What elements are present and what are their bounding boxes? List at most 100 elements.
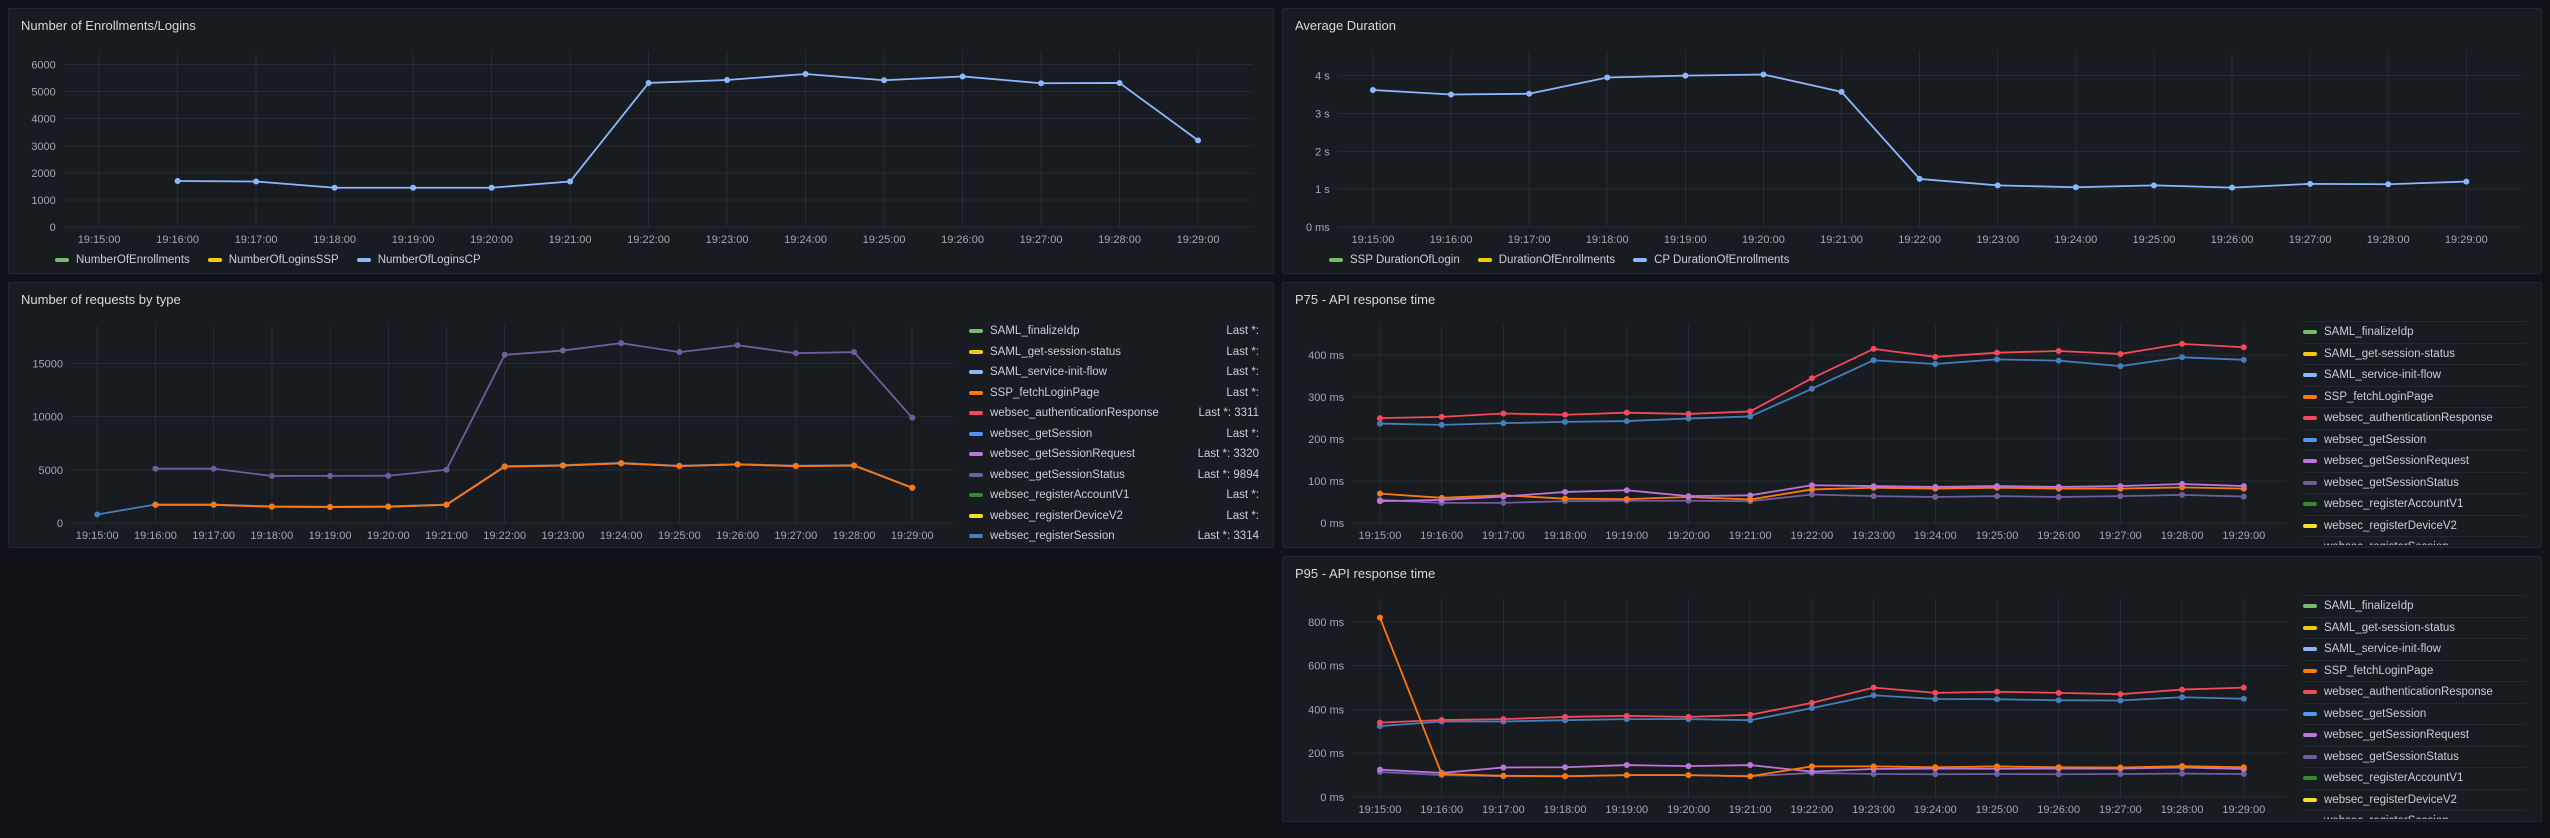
legend-item-NumberOfLoginsSSP[interactable]: NumberOfLoginsSSP (207, 254, 339, 266)
legend-item-websec_registerAccountV1[interactable]: websec_registerAccountV1 (2303, 493, 2527, 515)
legend-item-websec_registerAccountV1[interactable]: websec_registerAccountV1 (2303, 767, 2527, 789)
chart-area: 0 ms 1 s 2 s 3 s 4 s 19:15:00 19:16:00 19:17:00… (1285, 37, 2537, 249)
series-point (2055, 348, 2062, 355)
legend-item-DurationOfEnrollments[interactable]: DurationOfEnrollments (1477, 254, 1615, 266)
legend-label: SAML_get-session-status (2324, 621, 2456, 634)
legend-item-SAML_service-init-flow[interactable]: SAML_service-init-flow (2303, 638, 2527, 660)
legend-item-SAML_service-init-flow[interactable]: SAML_service-init-flow (2303, 364, 2527, 386)
legend-item-websec_getSession[interactable]: websec_getSession (2303, 428, 2527, 451)
legend-item-SAML_service-init-flow[interactable]: SAML_service-init-flow Last *: (969, 362, 1259, 383)
legend-item-SSP_fetchLoginPage[interactable]: SSP_fetchLoginPage (2303, 659, 2527, 682)
legend-label: websec_registerAccountV1 (2324, 772, 2464, 785)
legend-item-SSP DurationOfLogin[interactable]: SSP DurationOfLogin (1329, 254, 1460, 266)
x-tick-label: 19:23:00 (542, 530, 585, 542)
x-tick-label: 19:16:00 (1420, 804, 1463, 816)
legend-item-NumberOfLoginsCP[interactable]: NumberOfLoginsCP (356, 254, 481, 266)
series-CP DurationOfEnrollments (1369, 71, 2470, 191)
series-point (2240, 483, 2247, 490)
series-point (268, 472, 275, 479)
x-tick-label: 19:29:00 (2222, 530, 2265, 542)
legend-item-CP DurationOfEnrollments[interactable]: CP DurationOfEnrollments (1633, 254, 1789, 266)
series-SSP_fetchLoginPage (1376, 614, 2247, 780)
requests-by-type-chart[interactable]: 0 5000 10000 15000 19:15:00 19:16:00 19:17:00 1… (11, 311, 969, 545)
legend-item-SSP_fetchLoginPage[interactable]: SSP_fetchLoginPage Last *: (969, 383, 1259, 404)
legend-item-websec_registerAccountV1[interactable]: websec_registerAccountV1 Last *: (969, 485, 1259, 506)
legend-swatch (1329, 258, 1343, 262)
legend-item-SAML_finalizeIdp[interactable]: SAML_finalizeIdp Last *: (969, 321, 1259, 342)
chart-area: 0 ms 100 ms 200 ms 300 ms 400 ms 19:15:00 19:1… (1285, 311, 2303, 545)
legend-label: websec_registerSession (2324, 541, 2449, 545)
series-point (1747, 492, 1754, 499)
legend-item-SAML_finalizeIdp[interactable]: SAML_finalizeIdp (2303, 595, 2527, 617)
legend-swatch (207, 258, 222, 262)
gridlines (71, 325, 953, 524)
legend-item-websec_registerSession[interactable]: websec_registerSession (2303, 810, 2527, 819)
series-point (734, 342, 741, 349)
legend-label: websec_authenticationResponse (2324, 412, 2493, 425)
legend-item-websec_registerDeviceV2[interactable]: websec_registerDeviceV2 Last *: (969, 506, 1259, 527)
x-tick-label: 19:23:00 (706, 234, 749, 246)
panel-title[interactable]: P75 - API response time (1295, 292, 1436, 307)
gridlines (1337, 51, 2521, 228)
legend-swatch (2303, 373, 2317, 378)
series-point (1916, 175, 1923, 182)
legend-item-SSP_fetchLoginPage[interactable]: SSP_fetchLoginPage (2303, 385, 2527, 408)
series-point (210, 501, 217, 508)
legend-item-websec_authenticationResponse[interactable]: websec_authenticationResponse (2303, 681, 2527, 703)
legend-item-websec_getSessionRequest[interactable]: websec_getSessionRequest Last *: 3320 (969, 444, 1259, 465)
legend-item-SAML_get-session-status[interactable]: SAML_get-session-status (2303, 616, 2527, 639)
chart-legend: SAML_finalizeIdp Last *: SAML_get-session-… (969, 311, 1269, 545)
legend-item-websec_getSessionRequest[interactable]: websec_getSessionRequest (2303, 724, 2527, 746)
legend-item-NumberOfEnrollments[interactable]: NumberOfEnrollments (55, 254, 190, 266)
legend-item-websec_getSessionStatus[interactable]: websec_getSessionStatus Last *: 9894 (969, 465, 1259, 486)
series-point (851, 462, 858, 469)
y-tick-label: 0 (57, 518, 63, 530)
series-point (1993, 763, 2000, 770)
legend-item-SAML_finalizeIdp[interactable]: SAML_finalizeIdp (2303, 321, 2527, 343)
x-tick-label: 19:28:00 (833, 530, 876, 542)
series-point (1870, 493, 1877, 500)
legend-item-websec_registerDeviceV2[interactable]: websec_registerDeviceV2 (2303, 788, 2527, 811)
series-point (1808, 705, 1815, 712)
legend-item-SAML_get-session-status[interactable]: SAML_get-session-status (2303, 342, 2527, 365)
legend-item-websec_getSessionRequest[interactable]: websec_getSessionRequest (2303, 450, 2527, 472)
legend-item-websec_registerSession[interactable]: websec_registerSession Last *: 3314 (969, 526, 1259, 545)
series-point (909, 484, 916, 491)
x-tick-label: 19:18:00 (1544, 804, 1587, 816)
legend-item-websec_registerDeviceV2[interactable]: websec_registerDeviceV2 (2303, 514, 2527, 537)
average-duration-chart[interactable]: 0 ms 1 s 2 s 3 s 4 s 19:15:00 19:16:00 19:17:00… (1285, 37, 2537, 249)
legend-item-websec_getSessionStatus[interactable]: websec_getSessionStatus (2303, 471, 2527, 494)
legend-item-websec_getSession[interactable]: websec_getSession Last *: (969, 424, 1259, 445)
legend-item-websec_registerSession[interactable]: websec_registerSession (2303, 536, 2527, 545)
series-point (2117, 697, 2124, 704)
series-point (2229, 184, 2236, 191)
panel-title[interactable]: Number of Enrollments/Logins (21, 18, 196, 33)
legend-item-websec_getSessionStatus[interactable]: websec_getSessionStatus (2303, 745, 2527, 768)
legend-item-websec_getSession[interactable]: websec_getSession (2303, 702, 2527, 725)
legend-item-SAML_get-session-status[interactable]: SAML_get-session-status Last *: (969, 342, 1259, 363)
series-point (1562, 495, 1569, 502)
x-tick-label: 19:22:00 (627, 234, 670, 246)
y-tick-label: 15000 (32, 358, 63, 370)
panel-title[interactable]: Number of requests by type (21, 292, 181, 307)
x-tick-label: 19:17:00 (1482, 530, 1525, 542)
series-point (1932, 764, 1939, 771)
p95-response-time-chart[interactable]: 0 ms 200 ms 400 ms 600 ms 800 ms 19:15:00 19:1… (1285, 585, 2303, 819)
series-point (2055, 697, 2062, 704)
series-point (1994, 182, 2001, 189)
legend-item-websec_authenticationResponse[interactable]: websec_authenticationResponse (2303, 407, 2527, 429)
series-point (1685, 713, 1692, 720)
p75-response-time-chart[interactable]: 0 ms 100 ms 200 ms 300 ms 400 ms 19:15:00 19:1… (1285, 311, 2303, 545)
panel-title[interactable]: Average Duration (1295, 18, 1396, 33)
x-tick-label: 19:22:00 (1790, 530, 1833, 542)
series-point (152, 465, 159, 472)
enrollments-logins-chart[interactable]: 0 1000 2000 3000 4000 5000 6000 19:15:00 19:16:0… (11, 37, 1269, 249)
panel-title[interactable]: P95 - API response time (1295, 566, 1436, 581)
x-tick-label: 19:19:00 (1605, 530, 1648, 542)
legend-item-websec_authenticationResponse[interactable]: websec_authenticationResponse Last *: 331… (969, 403, 1259, 424)
panel-number-of-requests-by-type: Number of requests by type 0 5000 10000 150… (8, 282, 1274, 548)
x-tick-label: 19:18:00 (250, 530, 293, 542)
series-point (959, 73, 966, 80)
series-point (567, 178, 574, 185)
series-point (1682, 72, 1689, 79)
